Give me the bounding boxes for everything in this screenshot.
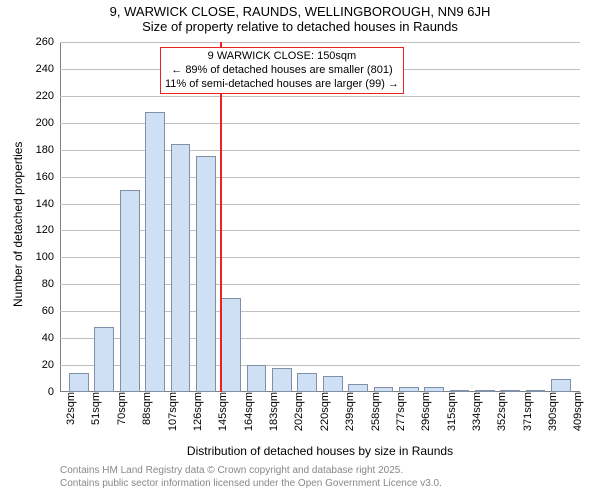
y-tick-label: 0 [48,386,60,398]
grid-line [60,123,580,124]
reference-marker-line [220,42,222,392]
y-tick-label: 40 [42,332,60,344]
x-axis-label: Distribution of detached houses by size … [187,444,453,458]
histogram-bar [69,373,89,392]
x-tick-label: 220sqm [315,392,331,431]
y-tick-label: 220 [36,90,60,102]
histogram-bar [120,190,140,392]
y-tick-label: 200 [36,117,60,129]
x-tick-label: 315sqm [442,392,458,431]
y-tick-label: 160 [36,171,60,183]
histogram-bar [247,365,267,392]
title-block: 9, WARWICK CLOSE, RAUNDS, WELLINGBOROUGH… [0,4,600,34]
x-tick-label: 70sqm [112,392,128,425]
x-tick-label: 390sqm [543,392,559,431]
histogram-bar [94,327,114,392]
x-tick-label: 164sqm [239,392,255,431]
y-tick-label: 20 [42,359,60,371]
x-tick-label: 258sqm [366,392,382,431]
histogram-bar [272,368,292,392]
x-tick-label: 239sqm [340,392,356,431]
grid-line [60,96,580,97]
y-axis-label: Number of detached properties [11,142,25,307]
title-line-1: 9, WARWICK CLOSE, RAUNDS, WELLINGBOROUGH… [0,4,600,19]
x-tick-label: 183sqm [264,392,280,431]
grid-line [60,150,580,151]
x-tick-label: 51sqm [86,392,102,425]
y-tick-label: 240 [36,63,60,75]
footer-attribution: Contains HM Land Registry data © Crown c… [60,464,442,490]
histogram-bar [323,376,343,392]
x-tick-label: 296sqm [416,392,432,431]
footer-line-1: Contains HM Land Registry data © Crown c… [60,464,442,477]
x-tick-label: 371sqm [518,392,534,431]
x-tick-label: 277sqm [391,392,407,431]
histogram-bar [551,379,571,392]
grid-line [60,177,580,178]
y-tick-label: 180 [36,144,60,156]
y-tick-label: 100 [36,251,60,263]
histogram-bar [171,144,191,392]
annotation-line: 9 WARWICK CLOSE: 150sqm [165,50,399,64]
histogram-bar [196,156,216,392]
y-tick-label: 80 [42,278,60,290]
y-tick-label: 140 [36,198,60,210]
histogram-bar [221,298,241,392]
y-tick-label: 60 [42,305,60,317]
histogram-bar [145,112,165,392]
x-tick-label: 126sqm [188,392,204,431]
title-line-2: Size of property relative to detached ho… [0,19,600,34]
annotation-line: 11% of semi-detached houses are larger (… [165,78,399,92]
x-tick-label: 202sqm [289,392,305,431]
x-tick-label: 145sqm [213,392,229,431]
x-tick-label: 352sqm [492,392,508,431]
annotation-line: ← 89% of detached houses are smaller (80… [165,64,399,78]
plot-area: 02040608010012014016018020022024026032sq… [60,42,580,392]
annotation-box: 9 WARWICK CLOSE: 150sqm← 89% of detached… [160,47,404,94]
x-tick-label: 107sqm [163,392,179,431]
x-tick-label: 409sqm [568,392,584,431]
y-tick-label: 120 [36,224,60,236]
histogram-bar [297,373,317,392]
y-tick-label: 260 [36,36,60,48]
x-tick-label: 334sqm [467,392,483,431]
x-tick-label: 88sqm [137,392,153,425]
histogram-bar [348,384,368,392]
chart-container: 9, WARWICK CLOSE, RAUNDS, WELLINGBOROUGH… [0,0,600,500]
x-tick-label: 32sqm [61,392,77,425]
grid-line [60,42,580,43]
footer-line-2: Contains public sector information licen… [60,477,442,490]
